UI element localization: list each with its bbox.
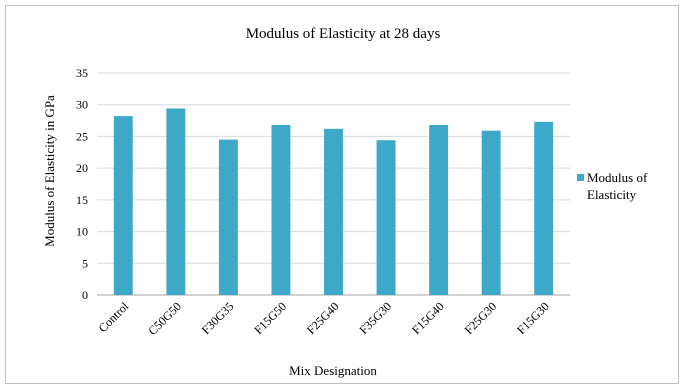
bars: [113, 108, 554, 296]
bar-f15g40: [429, 125, 449, 295]
y-tick-label: 20: [76, 161, 88, 175]
x-tick-label: C50G50: [145, 299, 184, 338]
bar-f15g50: [271, 125, 291, 295]
x-tick-label: F25G40: [304, 299, 342, 337]
x-tick-label: F15G50: [251, 299, 289, 337]
x-tick-label: F25G30: [462, 299, 500, 337]
x-tick-label: F15G30: [514, 299, 552, 337]
bar-control: [113, 116, 133, 295]
bar-f35g30: [376, 140, 396, 295]
y-tick-label: 35: [76, 66, 88, 80]
legend-label-line-2: Elasticity: [587, 187, 637, 202]
y-tick-label: 0: [82, 288, 88, 302]
x-tick-labels: Control C50G50 F30G35 F15G50 F25G40 F35G30 F15…: [96, 299, 552, 338]
y-axis-label: Modulus of Elasticity in GPa: [42, 95, 57, 247]
bar-f15g30: [534, 121, 554, 295]
chart-title: Modulus of Elasticity at 28 days: [246, 26, 441, 42]
y-tick-label: 30: [76, 98, 88, 112]
x-tick-label: F15G40: [409, 299, 447, 337]
bar-c50g50: [166, 108, 186, 296]
x-tick-label: Control: [96, 299, 132, 335]
bar-f25g40: [324, 128, 343, 295]
y-tick-label: 10: [76, 225, 88, 239]
x-axis-label: Mix Designation: [289, 363, 377, 378]
y-tick-labels: 0 5 10 15 20 25 30 35: [76, 66, 88, 302]
legend: Modulus of Elasticity: [577, 170, 648, 202]
y-tick-label: 5: [82, 256, 88, 270]
y-tick-label: 25: [76, 129, 88, 143]
bar-f25g30: [481, 130, 501, 295]
legend-swatch: [577, 174, 584, 181]
y-tick-label: 15: [76, 193, 88, 207]
x-tick-label: F35G30: [356, 299, 394, 337]
x-tick-label: F30G35: [199, 299, 237, 337]
legend-label-line-1: Modulus of: [587, 170, 648, 185]
bar-f30g35: [218, 139, 238, 295]
